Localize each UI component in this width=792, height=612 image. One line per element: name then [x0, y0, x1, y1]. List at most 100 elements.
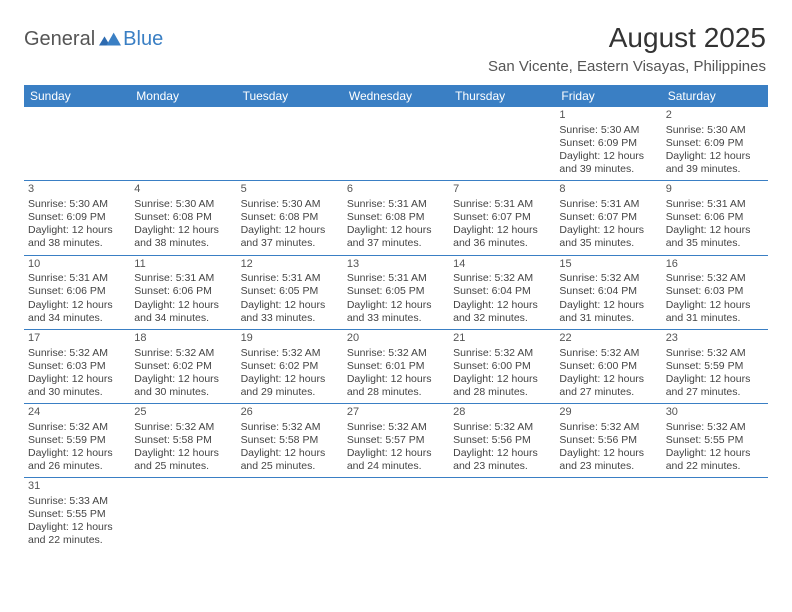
- daylight-line-2: and 25 minutes.: [134, 460, 232, 473]
- calendar-page: General Blue August 2025 San Vicente, Ea…: [0, 0, 792, 574]
- daylight-line-2: and 22 minutes.: [28, 534, 126, 547]
- calendar-body: 1Sunrise: 5:30 AMSunset: 6:09 PMDaylight…: [24, 107, 768, 552]
- calendar-cell: [130, 107, 236, 181]
- calendar-cell: 25Sunrise: 5:32 AMSunset: 5:58 PMDayligh…: [130, 404, 236, 478]
- weekday-header: Saturday: [662, 85, 768, 107]
- sunrise-line: Sunrise: 5:32 AM: [453, 347, 551, 360]
- sunrise-line: Sunrise: 5:31 AM: [666, 198, 764, 211]
- calendar-cell: 17Sunrise: 5:32 AMSunset: 6:03 PMDayligh…: [24, 329, 130, 403]
- sunrise-line: Sunrise: 5:32 AM: [453, 421, 551, 434]
- sunrise-line: Sunrise: 5:32 AM: [666, 347, 764, 360]
- sunrise-line: Sunrise: 5:31 AM: [347, 272, 445, 285]
- day-number: 7: [453, 183, 551, 197]
- calendar-cell: 20Sunrise: 5:32 AMSunset: 6:01 PMDayligh…: [343, 329, 449, 403]
- sunrise-line: Sunrise: 5:32 AM: [241, 347, 339, 360]
- daylight-line-1: Daylight: 12 hours: [559, 447, 657, 460]
- daylight-line-1: Daylight: 12 hours: [28, 447, 126, 460]
- daylight-line-1: Daylight: 12 hours: [559, 299, 657, 312]
- daylight-line-1: Daylight: 12 hours: [666, 150, 764, 163]
- calendar-cell: [130, 478, 236, 552]
- daylight-line-1: Daylight: 12 hours: [453, 299, 551, 312]
- sunset-line: Sunset: 6:05 PM: [241, 285, 339, 298]
- weekday-header: Sunday: [24, 85, 130, 107]
- calendar-cell: 14Sunrise: 5:32 AMSunset: 6:04 PMDayligh…: [449, 255, 555, 329]
- daylight-line-2: and 26 minutes.: [28, 460, 126, 473]
- daylight-line-1: Daylight: 12 hours: [453, 373, 551, 386]
- sunset-line: Sunset: 6:02 PM: [134, 360, 232, 373]
- sunrise-line: Sunrise: 5:30 AM: [28, 198, 126, 211]
- sunrise-line: Sunrise: 5:32 AM: [28, 421, 126, 434]
- sunset-line: Sunset: 6:08 PM: [347, 211, 445, 224]
- daylight-line-2: and 39 minutes.: [666, 163, 764, 176]
- daylight-line-2: and 23 minutes.: [453, 460, 551, 473]
- daylight-line-1: Daylight: 12 hours: [666, 299, 764, 312]
- calendar-cell: 21Sunrise: 5:32 AMSunset: 6:00 PMDayligh…: [449, 329, 555, 403]
- location-subtitle: San Vicente, Eastern Visayas, Philippine…: [488, 58, 768, 75]
- sunset-line: Sunset: 6:04 PM: [559, 285, 657, 298]
- daylight-line-2: and 32 minutes.: [453, 312, 551, 325]
- daylight-line-1: Daylight: 12 hours: [241, 447, 339, 460]
- calendar-cell: 13Sunrise: 5:31 AMSunset: 6:05 PMDayligh…: [343, 255, 449, 329]
- day-number: 4: [134, 183, 232, 197]
- day-number: 27: [347, 406, 445, 420]
- daylight-line-1: Daylight: 12 hours: [134, 447, 232, 460]
- calendar-cell: 23Sunrise: 5:32 AMSunset: 5:59 PMDayligh…: [662, 329, 768, 403]
- weekday-header: Monday: [130, 85, 236, 107]
- sunrise-line: Sunrise: 5:30 AM: [559, 124, 657, 137]
- daylight-line-2: and 25 minutes.: [241, 460, 339, 473]
- sunset-line: Sunset: 6:07 PM: [453, 211, 551, 224]
- sunrise-line: Sunrise: 5:30 AM: [241, 198, 339, 211]
- day-number: 6: [347, 183, 445, 197]
- calendar-header-row: SundayMondayTuesdayWednesdayThursdayFrid…: [24, 85, 768, 107]
- daylight-line-1: Daylight: 12 hours: [347, 299, 445, 312]
- sunset-line: Sunset: 6:09 PM: [28, 211, 126, 224]
- calendar-cell: 22Sunrise: 5:32 AMSunset: 6:00 PMDayligh…: [555, 329, 661, 403]
- calendar-cell: [343, 478, 449, 552]
- sunset-line: Sunset: 5:57 PM: [347, 434, 445, 447]
- title-block: August 2025 San Vicente, Eastern Visayas…: [488, 22, 768, 75]
- sunset-line: Sunset: 5:55 PM: [28, 508, 126, 521]
- day-number: 10: [28, 258, 126, 272]
- daylight-line-2: and 36 minutes.: [453, 237, 551, 250]
- flag-icon: [99, 32, 121, 48]
- daylight-line-1: Daylight: 12 hours: [666, 224, 764, 237]
- calendar-cell: 26Sunrise: 5:32 AMSunset: 5:58 PMDayligh…: [237, 404, 343, 478]
- sunrise-line: Sunrise: 5:32 AM: [453, 272, 551, 285]
- calendar-cell: 4Sunrise: 5:30 AMSunset: 6:08 PMDaylight…: [130, 181, 236, 255]
- calendar-cell: 29Sunrise: 5:32 AMSunset: 5:56 PMDayligh…: [555, 404, 661, 478]
- sunrise-line: Sunrise: 5:32 AM: [559, 347, 657, 360]
- daylight-line-1: Daylight: 12 hours: [134, 373, 232, 386]
- day-number: 24: [28, 406, 126, 420]
- sunrise-line: Sunrise: 5:32 AM: [347, 347, 445, 360]
- sunset-line: Sunset: 6:03 PM: [666, 285, 764, 298]
- calendar-cell: 19Sunrise: 5:32 AMSunset: 6:02 PMDayligh…: [237, 329, 343, 403]
- sunset-line: Sunset: 6:06 PM: [666, 211, 764, 224]
- daylight-line-1: Daylight: 12 hours: [347, 447, 445, 460]
- daylight-line-2: and 35 minutes.: [666, 237, 764, 250]
- weekday-header: Thursday: [449, 85, 555, 107]
- daylight-line-1: Daylight: 12 hours: [241, 299, 339, 312]
- sunrise-line: Sunrise: 5:31 AM: [559, 198, 657, 211]
- calendar-cell: 30Sunrise: 5:32 AMSunset: 5:55 PMDayligh…: [662, 404, 768, 478]
- sunset-line: Sunset: 6:01 PM: [347, 360, 445, 373]
- daylight-line-2: and 28 minutes.: [347, 386, 445, 399]
- day-number: 19: [241, 332, 339, 346]
- calendar-cell: 11Sunrise: 5:31 AMSunset: 6:06 PMDayligh…: [130, 255, 236, 329]
- sunrise-line: Sunrise: 5:32 AM: [666, 421, 764, 434]
- day-number: 18: [134, 332, 232, 346]
- sunset-line: Sunset: 5:56 PM: [559, 434, 657, 447]
- daylight-line-1: Daylight: 12 hours: [559, 373, 657, 386]
- day-number: 15: [559, 258, 657, 272]
- sunset-line: Sunset: 5:58 PM: [241, 434, 339, 447]
- page-header: General Blue August 2025 San Vicente, Ea…: [24, 22, 768, 75]
- day-number: 9: [666, 183, 764, 197]
- day-number: 22: [559, 332, 657, 346]
- daylight-line-2: and 29 minutes.: [241, 386, 339, 399]
- calendar-cell: 6Sunrise: 5:31 AMSunset: 6:08 PMDaylight…: [343, 181, 449, 255]
- daylight-line-2: and 37 minutes.: [241, 237, 339, 250]
- daylight-line-1: Daylight: 12 hours: [134, 299, 232, 312]
- day-number: 25: [134, 406, 232, 420]
- daylight-line-1: Daylight: 12 hours: [241, 373, 339, 386]
- calendar-cell: [343, 107, 449, 181]
- sunrise-line: Sunrise: 5:31 AM: [28, 272, 126, 285]
